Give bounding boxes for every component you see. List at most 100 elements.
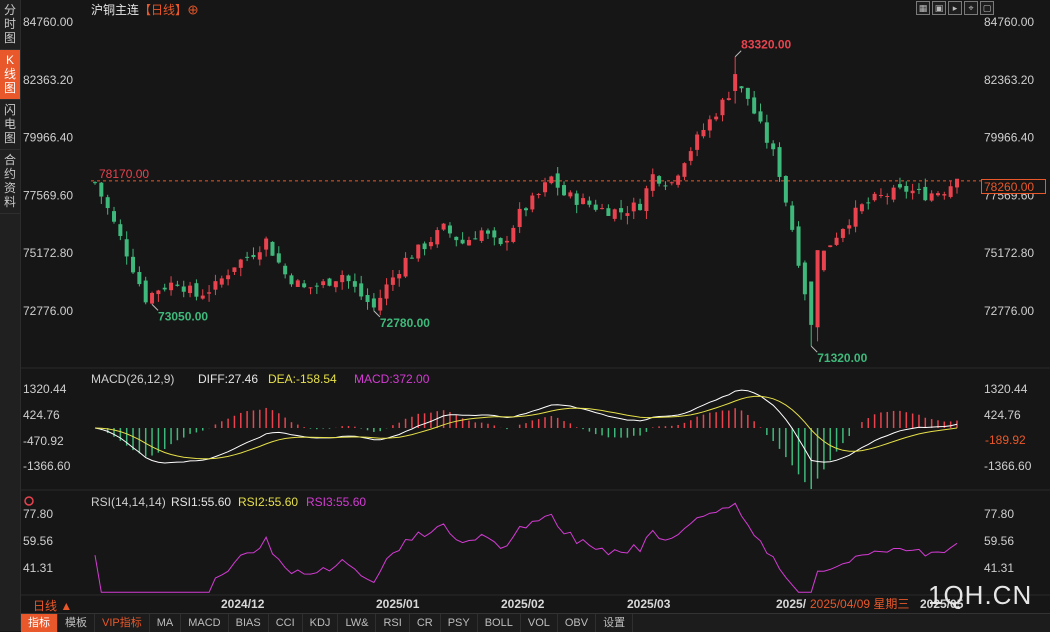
annotation-label-3: 71320.00 <box>817 351 867 365</box>
candle-body <box>340 274 345 283</box>
candle-body <box>809 281 814 325</box>
toolbar-item-2[interactable]: VIP指标 <box>95 614 150 632</box>
candle-body <box>726 98 731 100</box>
sidebar-item-2[interactable]: 闪电图 <box>0 100 20 150</box>
candle-body <box>219 278 224 285</box>
toolbar-item-6[interactable]: CCI <box>269 614 303 632</box>
candle-body <box>270 241 275 256</box>
symbol-title: 沪铜主连 <box>91 2 139 17</box>
toolbar-item-4[interactable]: MACD <box>181 614 229 632</box>
y-tick-right-0: 84760.00 <box>984 15 1034 29</box>
candle-body <box>555 173 560 188</box>
candle-body <box>384 284 389 299</box>
candle-body <box>815 250 820 328</box>
candle-body <box>847 225 852 229</box>
crosshair-icon[interactable]: ⌖ <box>964 1 978 15</box>
candle-body <box>758 111 763 122</box>
toolbar-item-5[interactable]: BIAS <box>229 614 269 632</box>
toolbar-item-9[interactable]: RSI <box>376 614 410 632</box>
chart-canvas[interactable]: 84760.00 84760.00 82363.20 82363.20 79966.40… <box>21 0 1050 612</box>
y-tick-right-2: 79966.40 <box>984 131 1034 145</box>
candle-body <box>714 116 719 120</box>
x-tick-0: 2024/12 <box>221 597 265 611</box>
macd-params: MACD(26,12,9) <box>91 372 174 386</box>
candle-body <box>441 223 446 230</box>
restore-icon[interactable]: ▣ <box>932 1 946 15</box>
toolbar-item-0[interactable]: 指标 <box>21 614 58 632</box>
toolbar-item-8[interactable]: LW& <box>338 614 377 632</box>
candle-body <box>619 208 624 213</box>
candle-body <box>897 184 902 188</box>
candle-body <box>828 245 833 248</box>
y-tick-right-5: 72776.00 <box>984 304 1034 318</box>
candle-body <box>581 198 586 205</box>
annotation-leader <box>734 50 742 58</box>
candle-body <box>745 87 750 99</box>
candle-body <box>739 86 744 89</box>
sidebar-item-0[interactable]: 分时图 <box>0 0 20 50</box>
toolbar-item-14[interactable]: OBV <box>558 614 597 632</box>
candle-body <box>942 194 947 196</box>
candle-body <box>606 208 611 216</box>
candle-body <box>511 227 516 242</box>
window-icon[interactable]: ▢ <box>980 1 994 15</box>
toolbar-item-7[interactable]: KDJ <box>303 614 339 632</box>
y-tick-left-3: 77569.60 <box>23 188 73 202</box>
candle-body <box>251 254 256 258</box>
candle-body <box>707 119 712 131</box>
reference-line-label: 78170.00 <box>99 167 149 181</box>
y-tick-left-1: 82363.20 <box>23 73 73 87</box>
candle-body <box>131 256 136 273</box>
candle-body <box>207 292 212 294</box>
candle-body <box>524 208 528 211</box>
candle-body <box>264 238 269 250</box>
candle-body <box>593 204 598 210</box>
candle-body <box>371 298 376 308</box>
x-tick-3: 2025/03 <box>627 597 671 611</box>
candle-body <box>504 240 509 243</box>
toolbar-item-12[interactable]: BOLL <box>478 614 521 632</box>
toolbar-item-10[interactable]: CR <box>410 614 441 632</box>
candle-body <box>568 192 573 197</box>
candle-body <box>631 202 636 212</box>
candle-body <box>150 292 155 304</box>
toolbar-item-11[interactable]: PSY <box>441 614 478 632</box>
x-tick-5: 2025/05 <box>920 597 964 611</box>
candle-body <box>352 281 357 287</box>
rsi2-label: RSI2:55.60 <box>238 495 298 509</box>
candle-body <box>327 278 332 286</box>
candle-body <box>359 283 364 297</box>
candle-body <box>650 174 655 191</box>
candle-body <box>695 134 700 150</box>
grid-icon[interactable]: ▦ <box>916 1 930 15</box>
sidebar-item-3[interactable]: 合约资料 <box>0 150 20 214</box>
play-icon[interactable]: ▸ <box>948 1 962 15</box>
y-tick-left-4: 75172.80 <box>23 246 73 260</box>
candle-body <box>118 224 123 237</box>
toolbar-item-1[interactable]: 模板 <box>58 614 95 632</box>
macd-diff-line <box>94 389 958 464</box>
candle-body <box>840 228 845 238</box>
toolbar-item-13[interactable]: VOL <box>521 614 558 632</box>
rsi-tick-left-2: 41.31 <box>23 561 53 575</box>
annotation-leader <box>810 345 818 353</box>
toolbar-item-3[interactable]: MA <box>150 614 182 632</box>
candle-body <box>137 272 142 285</box>
toolbar-item-15[interactable]: 设置 <box>596 614 634 632</box>
candle-body <box>409 257 414 259</box>
rsi-tick-left-0: 77.80 <box>23 507 53 521</box>
annotation-label-2: 72780.00 <box>380 316 430 330</box>
candle-body <box>283 265 288 275</box>
macd-tick-right-1: 424.76 <box>984 408 1021 422</box>
candle-body <box>543 182 548 193</box>
indicator-toolbar: 指标 模板 VIP指标 MA MACD BIAS CCI KDJ LW& RSI CR PSY BOLL… <box>21 613 1050 632</box>
candle-body <box>447 225 452 234</box>
candle-body <box>289 275 294 285</box>
candle-body <box>428 242 433 247</box>
macd-macd-label: MACD:372.00 <box>354 372 430 386</box>
macd-dea-line <box>94 395 958 460</box>
candle-body <box>669 182 674 184</box>
candle-body <box>397 274 402 279</box>
